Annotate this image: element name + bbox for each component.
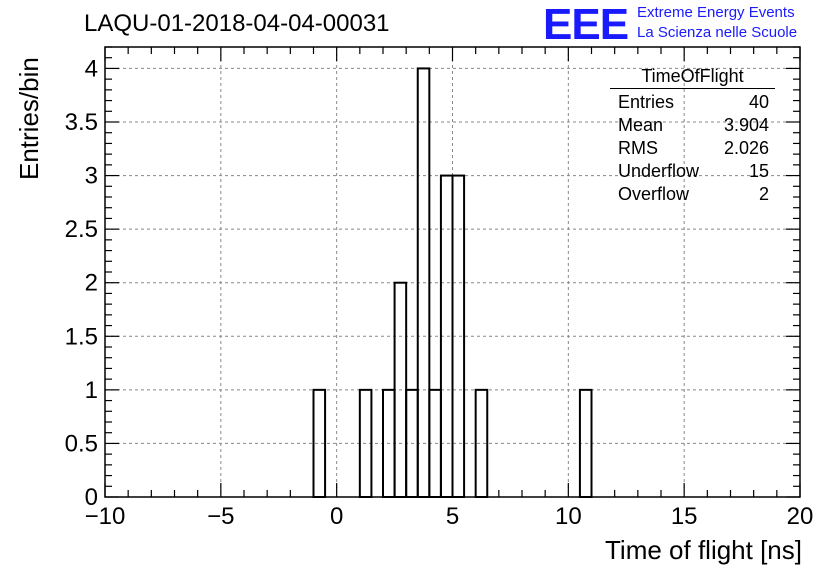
logo-line-2: La Scienza nelle Scuole bbox=[637, 24, 798, 41]
stats-value: 40 bbox=[748, 92, 769, 112]
stats-label: Underflow bbox=[618, 161, 700, 181]
stats-value: 2 bbox=[758, 184, 769, 204]
y-tick-label: 1.5 bbox=[65, 323, 98, 350]
stats-row-rms: RMS 2.026 bbox=[610, 137, 775, 160]
stats-value: 3.904 bbox=[723, 115, 769, 135]
y-tick-label: 4 bbox=[85, 55, 98, 82]
stats-title: TimeOfFlight bbox=[610, 66, 775, 89]
y-tick-label: 1 bbox=[85, 377, 98, 404]
y-tick-label: 0 bbox=[85, 484, 98, 511]
stats-rows: Entries 40 Mean 3.904 RMS 2.026 Underflow 15 Ove… bbox=[610, 91, 775, 206]
x-tick-label: 10 bbox=[555, 503, 582, 530]
x-tick-label: 15 bbox=[671, 503, 698, 530]
stats-row-overflow: Overflow 2 bbox=[610, 183, 775, 206]
y-tick-label: 2 bbox=[85, 270, 98, 297]
x-axis-label: Time of flight [ns] bbox=[605, 535, 802, 565]
y-tick-label: 0.5 bbox=[65, 430, 98, 457]
stats-box: TimeOfFlight Entries 40 Mean 3.904 RMS 2.026 U… bbox=[610, 66, 775, 206]
stats-row-entries: Entries 40 bbox=[610, 91, 775, 114]
stats-value: 15 bbox=[748, 161, 769, 181]
stats-label: RMS bbox=[618, 138, 658, 158]
stats-row-underflow: Underflow 15 bbox=[610, 160, 775, 183]
eee-logo: EEE bbox=[543, 0, 629, 49]
stats-label: Entries bbox=[618, 92, 675, 112]
chart-title: LAQU-01-2018-04-04-00031 bbox=[84, 10, 390, 37]
x-tick-label: 0 bbox=[330, 503, 343, 530]
y-tick-label: 3 bbox=[85, 163, 98, 190]
x-tick-label: −10 bbox=[85, 503, 126, 530]
stats-label: Mean bbox=[618, 115, 664, 135]
x-tick-label: −5 bbox=[207, 503, 234, 530]
y-tick-label: 2.5 bbox=[65, 216, 98, 243]
stats-row-mean: Mean 3.904 bbox=[610, 114, 775, 137]
logo-line-1: Extreme Energy Events bbox=[637, 4, 795, 21]
stats-label: Overflow bbox=[618, 184, 690, 204]
y-axis-label: Entries/bin bbox=[14, 57, 44, 180]
x-tick-label: 20 bbox=[787, 503, 814, 530]
y-tick-label: 3.5 bbox=[65, 109, 98, 136]
stats-value: 2.026 bbox=[723, 138, 769, 158]
x-tick-label: 5 bbox=[446, 503, 459, 530]
